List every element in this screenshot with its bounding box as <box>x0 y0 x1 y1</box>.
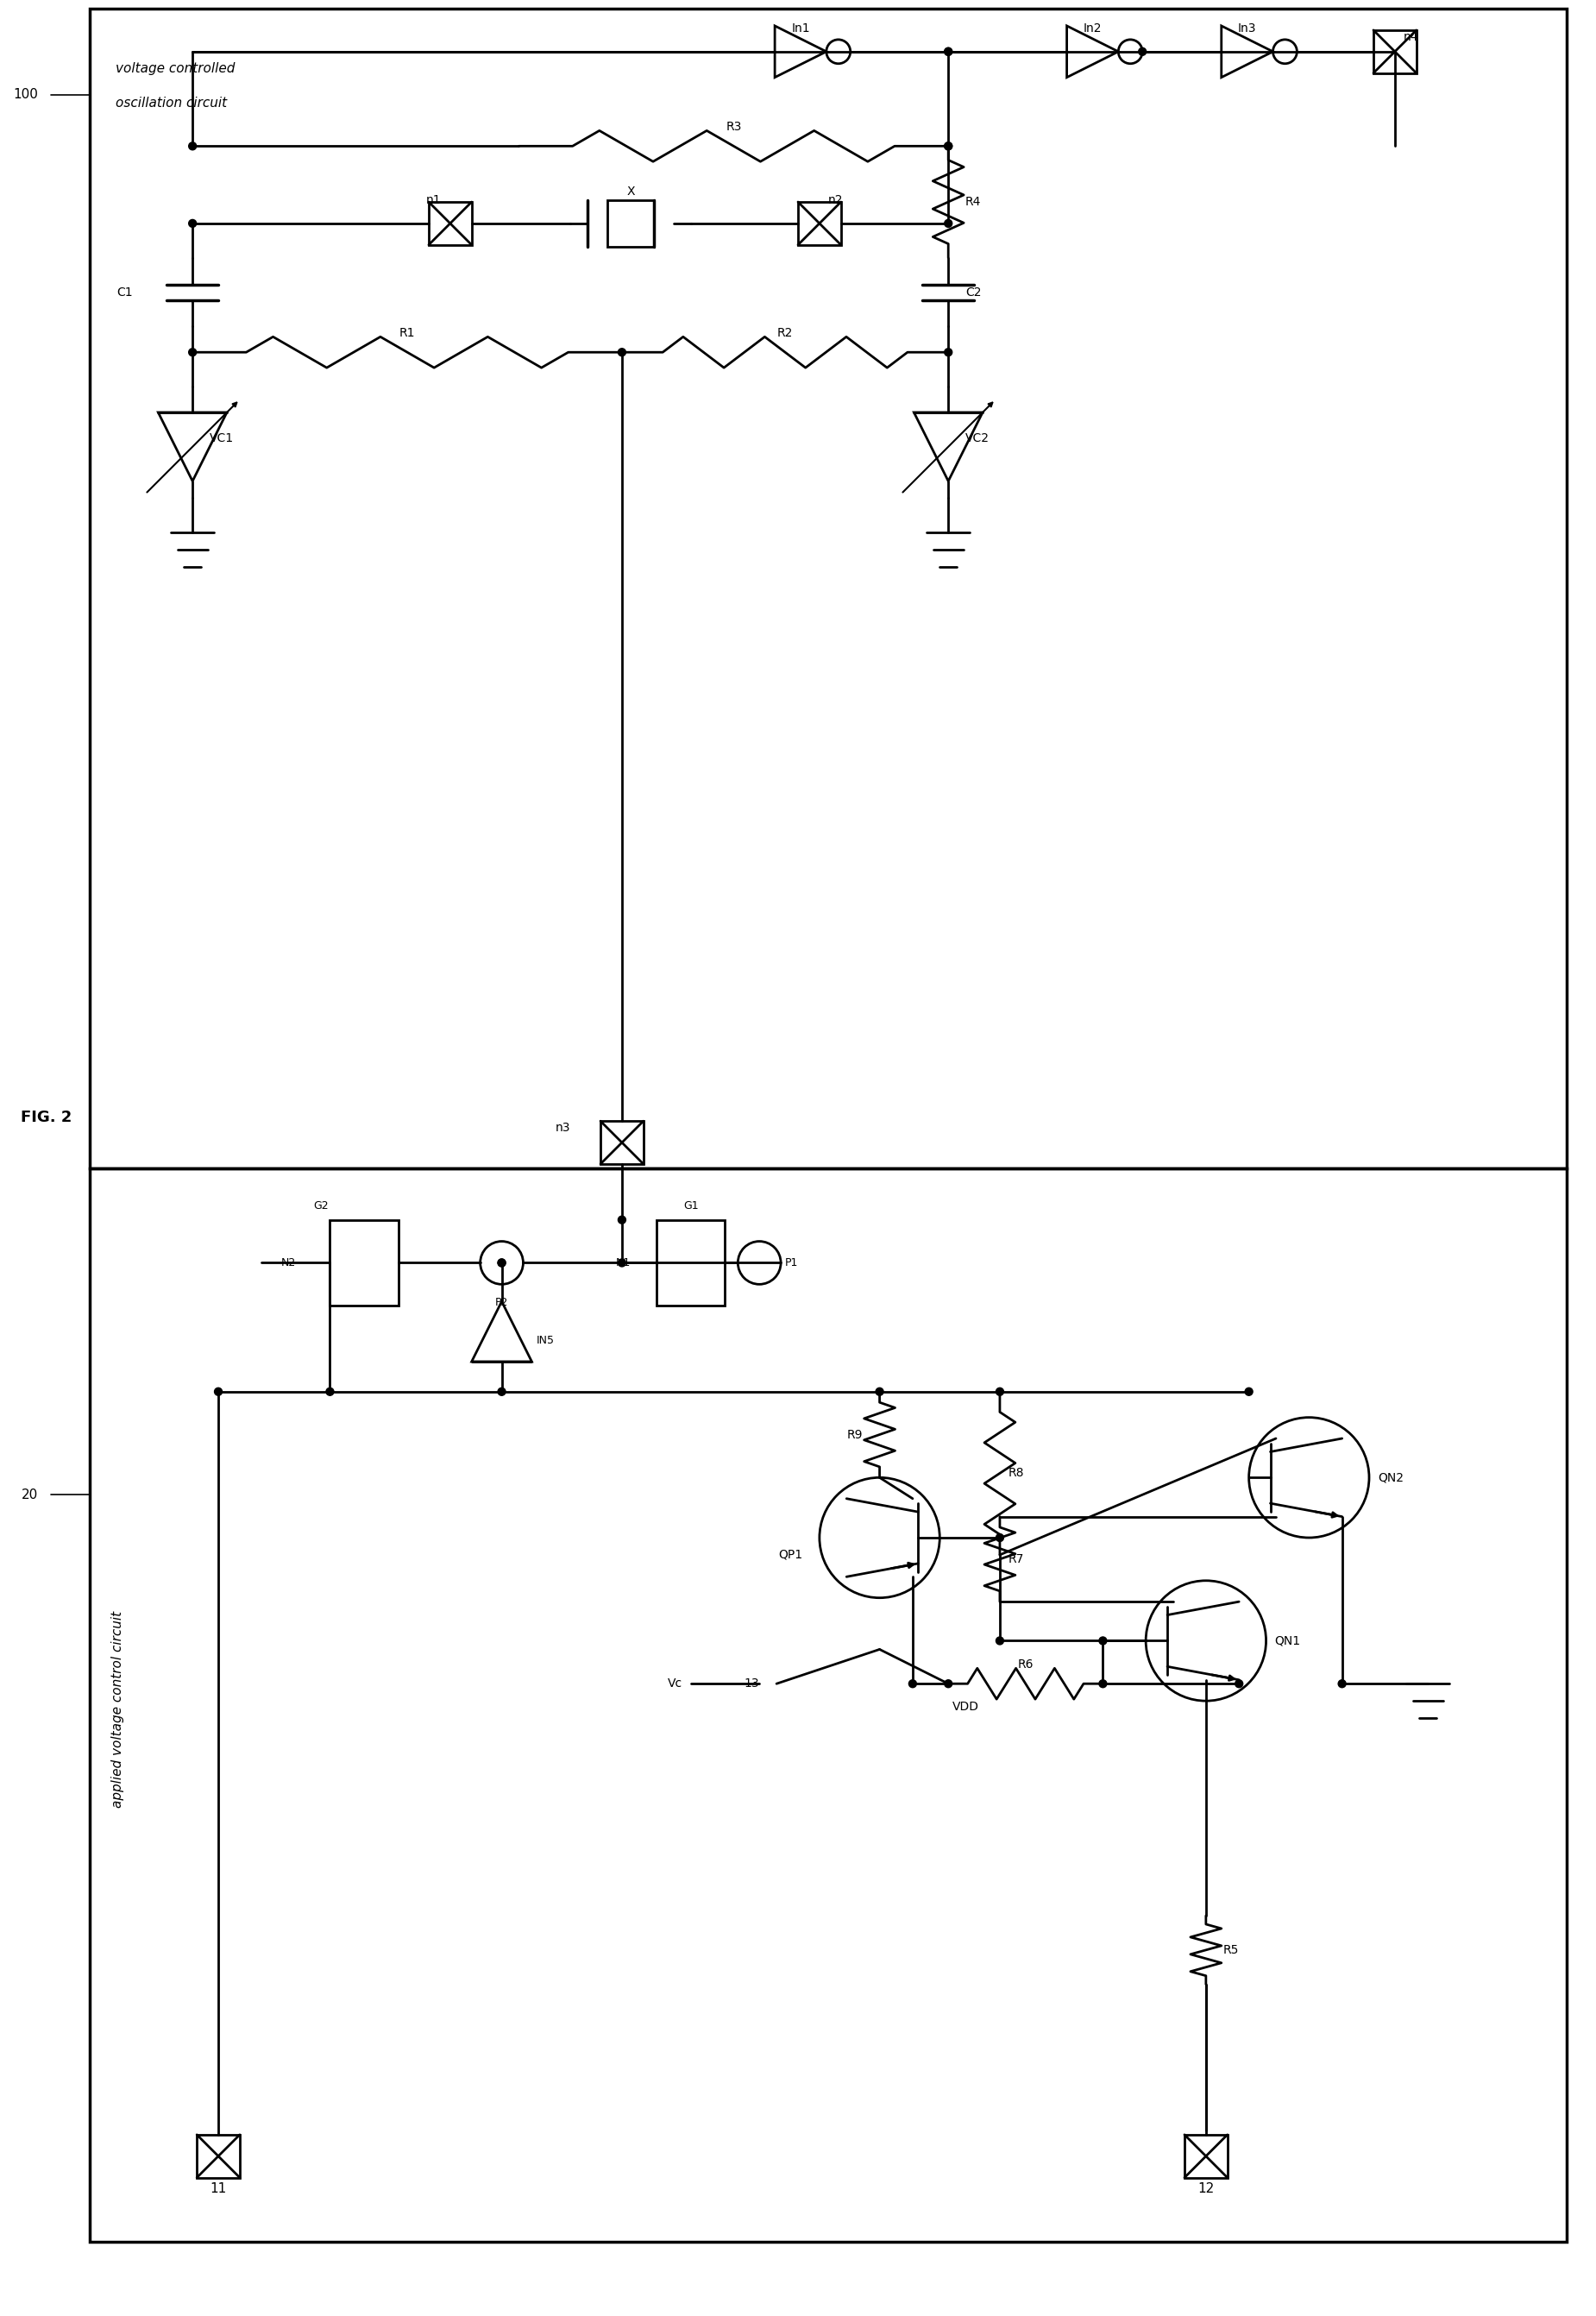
Text: P2: P2 <box>495 1297 509 1309</box>
Circle shape <box>996 1533 1004 1542</box>
Bar <box>656 1221 725 1306</box>
Circle shape <box>996 1637 1004 1644</box>
Text: R2: R2 <box>777 327 793 340</box>
Bar <box>798 201 841 245</box>
Text: N1: N1 <box>616 1258 630 1269</box>
Text: R3: R3 <box>726 120 742 134</box>
Text: X: X <box>627 185 635 197</box>
Circle shape <box>188 220 196 227</box>
Bar <box>600 1121 643 1165</box>
Text: voltage controlled: voltage controlled <box>115 63 235 74</box>
Circle shape <box>876 1387 884 1397</box>
Circle shape <box>996 1387 1004 1397</box>
Text: R9: R9 <box>846 1429 862 1441</box>
Text: n4: n4 <box>1403 30 1419 44</box>
Bar <box>89 1167 1567 2242</box>
Text: oscillation circuit: oscillation circuit <box>115 97 227 109</box>
Circle shape <box>945 141 953 151</box>
Text: n2: n2 <box>828 195 843 206</box>
Text: VC1: VC1 <box>209 433 235 445</box>
Text: G1: G1 <box>683 1200 699 1211</box>
Circle shape <box>908 1679 916 1688</box>
Circle shape <box>618 347 626 357</box>
Bar <box>1374 30 1416 74</box>
Circle shape <box>945 347 953 357</box>
Circle shape <box>188 347 196 357</box>
Text: C2: C2 <box>966 287 982 299</box>
Circle shape <box>1245 1387 1253 1397</box>
Text: G2: G2 <box>314 1200 329 1211</box>
Polygon shape <box>158 412 227 482</box>
Circle shape <box>1100 1637 1106 1644</box>
Circle shape <box>1138 49 1146 56</box>
Circle shape <box>1100 1679 1106 1688</box>
Text: 20: 20 <box>21 1489 38 1501</box>
Bar <box>89 9 1567 1167</box>
Circle shape <box>214 1387 222 1397</box>
Circle shape <box>1235 1679 1243 1688</box>
Text: applied voltage control circuit: applied voltage control circuit <box>112 1612 124 1809</box>
Text: R8: R8 <box>1009 1468 1025 1480</box>
Bar <box>1184 2135 1227 2177</box>
Text: N2: N2 <box>281 1258 295 1269</box>
Text: In2: In2 <box>1084 23 1101 35</box>
Circle shape <box>618 1216 626 1223</box>
Text: 12: 12 <box>1197 2182 1215 2196</box>
Bar <box>196 2135 239 2177</box>
Text: QP1: QP1 <box>777 1549 803 1561</box>
Circle shape <box>498 1260 506 1267</box>
Circle shape <box>945 49 953 56</box>
Circle shape <box>1337 1679 1345 1688</box>
Text: VDD: VDD <box>953 1700 978 1714</box>
Polygon shape <box>915 412 983 482</box>
Circle shape <box>326 1387 334 1397</box>
Text: n3: n3 <box>555 1121 570 1135</box>
Text: R6: R6 <box>1018 1658 1034 1670</box>
Text: 11: 11 <box>211 2182 227 2196</box>
Circle shape <box>498 1387 506 1397</box>
Circle shape <box>618 1260 626 1267</box>
Text: In3: In3 <box>1238 23 1256 35</box>
Text: Vc: Vc <box>667 1677 681 1691</box>
Text: QN2: QN2 <box>1377 1471 1403 1485</box>
Text: IN5: IN5 <box>536 1334 554 1346</box>
Bar <box>606 199 654 248</box>
Circle shape <box>945 1679 953 1688</box>
Text: n1: n1 <box>426 195 442 206</box>
Text: QN1: QN1 <box>1275 1635 1301 1647</box>
Circle shape <box>498 1260 506 1267</box>
Bar <box>330 1221 399 1306</box>
Text: VC2: VC2 <box>966 433 990 445</box>
Bar <box>429 201 472 245</box>
Circle shape <box>945 49 953 56</box>
Text: R1: R1 <box>399 327 415 340</box>
Text: P1: P1 <box>785 1258 798 1269</box>
Text: 100: 100 <box>13 88 38 102</box>
Text: In1: In1 <box>792 23 809 35</box>
Text: R7: R7 <box>1009 1554 1025 1566</box>
Circle shape <box>945 220 953 227</box>
Text: C1: C1 <box>117 287 132 299</box>
Text: R5: R5 <box>1223 1943 1238 1957</box>
Text: FIG. 2: FIG. 2 <box>21 1109 72 1126</box>
Text: 13: 13 <box>744 1677 760 1691</box>
Circle shape <box>188 141 196 151</box>
Circle shape <box>945 141 953 151</box>
Text: R4: R4 <box>966 197 982 208</box>
